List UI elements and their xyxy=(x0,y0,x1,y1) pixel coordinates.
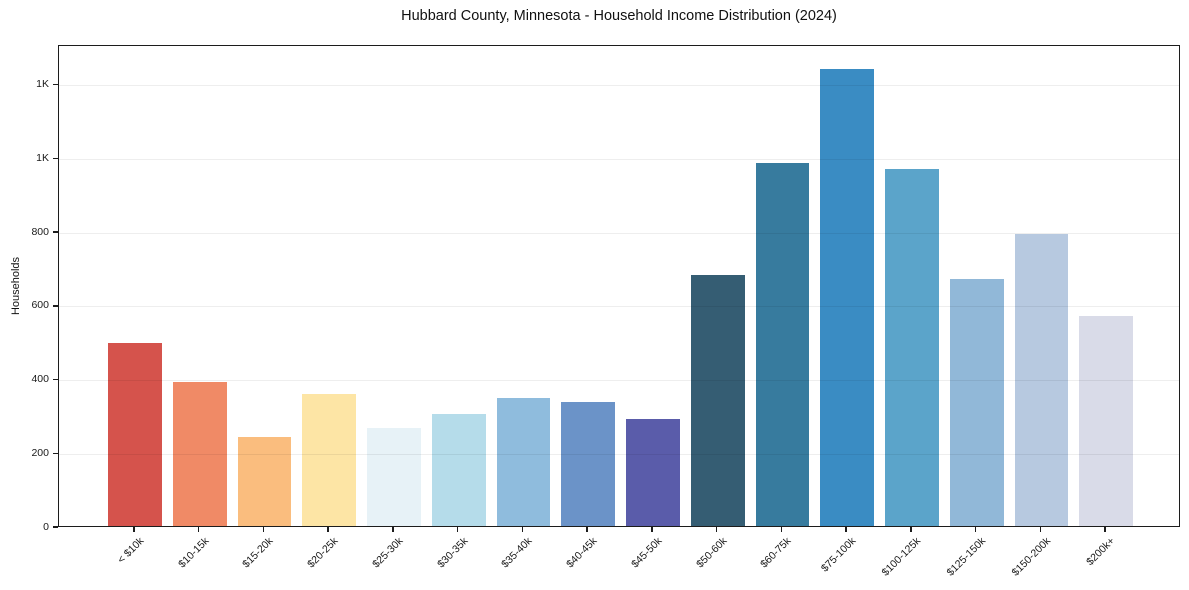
x-tick-label: $45-50k xyxy=(629,535,665,571)
x-tick-mark xyxy=(910,527,912,532)
y-tick-label: 800 xyxy=(31,225,49,238)
x-tick-label: $75-100k xyxy=(819,535,859,575)
bar xyxy=(1079,315,1133,526)
bar xyxy=(755,162,810,526)
bar xyxy=(820,68,874,526)
y-tick-mark xyxy=(53,526,58,528)
bar xyxy=(302,393,356,526)
x-tick-label: $50-60k xyxy=(693,535,730,571)
bar xyxy=(237,436,292,526)
bar xyxy=(1014,234,1069,526)
x-tick-label: $60-75k xyxy=(758,535,794,571)
bar xyxy=(949,279,1004,526)
x-tick-mark xyxy=(1039,527,1042,532)
y-tick-mark xyxy=(53,157,58,160)
x-tick-label: $25-30k xyxy=(370,535,406,571)
gridline xyxy=(59,158,1179,160)
gridline xyxy=(59,306,1179,308)
x-tick-mark xyxy=(262,527,265,532)
x-tick-mark xyxy=(974,527,977,532)
x-tick-mark xyxy=(456,527,459,532)
x-tick-mark xyxy=(651,527,653,532)
x-tick-label: $30-35k xyxy=(434,535,471,571)
y-tick-mark xyxy=(53,452,58,454)
x-tick-mark xyxy=(197,527,200,532)
x-tick-mark xyxy=(327,527,329,532)
y-tick-mark xyxy=(53,378,58,381)
chart-title: Hubbard County, Minnesota - Household In… xyxy=(401,8,837,24)
y-tick-mark xyxy=(53,305,58,307)
y-tick-label: 1K xyxy=(36,78,49,91)
x-tick-label: $10-15k xyxy=(175,535,212,571)
y-tick-label: 1K xyxy=(36,151,49,164)
gridline xyxy=(59,380,1179,382)
bar xyxy=(626,419,680,526)
gridline xyxy=(59,453,1179,455)
bar xyxy=(172,381,227,526)
x-tick-label: $20-25k xyxy=(305,535,341,571)
bar xyxy=(431,414,486,526)
y-tick-mark xyxy=(53,84,58,86)
x-tick-label: $35-40k xyxy=(499,535,535,571)
x-tick-mark xyxy=(715,527,718,532)
x-tick-mark xyxy=(586,527,588,532)
y-tick-label: 0 xyxy=(43,520,49,533)
y-tick-label: 200 xyxy=(31,446,49,459)
plot-area xyxy=(58,45,1180,527)
gridline xyxy=(59,85,1179,87)
x-tick-mark xyxy=(845,527,847,532)
bar xyxy=(885,168,939,526)
x-tick-label: $150-200k xyxy=(1009,535,1053,579)
x-tick-label: $15-20k xyxy=(240,535,276,571)
bar xyxy=(108,342,162,526)
x-tick-label: $40-45k xyxy=(564,535,600,571)
y-tick-label: 600 xyxy=(31,299,49,312)
bar xyxy=(367,428,421,526)
y-tick-label: 400 xyxy=(31,373,49,386)
bar xyxy=(496,397,551,526)
x-tick-mark xyxy=(521,527,524,532)
x-tick-mark xyxy=(133,527,135,532)
bar xyxy=(561,401,615,526)
x-tick-label: < $10k xyxy=(115,535,147,566)
x-tick-mark xyxy=(780,527,783,532)
x-tick-mark xyxy=(1104,527,1106,532)
bar xyxy=(690,275,745,526)
x-tick-mark xyxy=(392,527,394,532)
x-tick-label: $125-150k xyxy=(944,535,989,579)
x-tick-label: $100-125k xyxy=(879,535,924,579)
x-tick-label: $200k+ xyxy=(1084,535,1118,569)
y-tick-mark xyxy=(53,231,58,233)
gridline xyxy=(59,232,1179,234)
